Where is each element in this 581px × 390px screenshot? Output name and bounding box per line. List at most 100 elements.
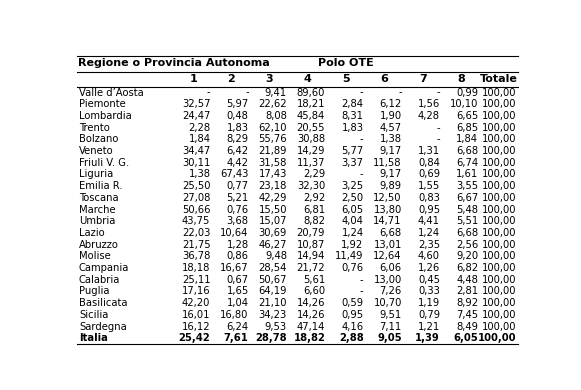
Text: 100,00: 100,00 bbox=[482, 287, 517, 296]
Text: 21,89: 21,89 bbox=[259, 146, 287, 156]
Text: 34,23: 34,23 bbox=[259, 310, 287, 320]
Text: 42,20: 42,20 bbox=[182, 298, 210, 308]
Text: 17,16: 17,16 bbox=[182, 287, 210, 296]
Text: 18,21: 18,21 bbox=[297, 99, 325, 109]
Text: 0,45: 0,45 bbox=[418, 275, 440, 285]
Text: 1,19: 1,19 bbox=[418, 298, 440, 308]
Text: 36,78: 36,78 bbox=[182, 252, 210, 261]
Text: 100,00: 100,00 bbox=[482, 123, 517, 133]
Text: 13,01: 13,01 bbox=[374, 240, 402, 250]
Text: 5,48: 5,48 bbox=[456, 205, 478, 214]
Text: 32,57: 32,57 bbox=[182, 99, 210, 109]
Text: 5,51: 5,51 bbox=[456, 216, 478, 226]
Text: Totale: Totale bbox=[480, 74, 518, 84]
Text: 100,00: 100,00 bbox=[482, 240, 517, 250]
Text: 6,05: 6,05 bbox=[342, 205, 364, 214]
Text: 4: 4 bbox=[304, 74, 312, 84]
Text: 0,95: 0,95 bbox=[418, 205, 440, 214]
Text: 16,67: 16,67 bbox=[220, 263, 249, 273]
Text: 45,84: 45,84 bbox=[297, 111, 325, 121]
Text: -: - bbox=[360, 88, 364, 98]
Text: 8: 8 bbox=[457, 74, 465, 84]
Text: 6,68: 6,68 bbox=[456, 146, 478, 156]
Text: 6,06: 6,06 bbox=[379, 263, 402, 273]
Text: 25,42: 25,42 bbox=[179, 333, 210, 343]
Text: 0,48: 0,48 bbox=[227, 111, 249, 121]
Text: Lazio: Lazio bbox=[79, 228, 105, 238]
Text: 16,01: 16,01 bbox=[182, 310, 210, 320]
Text: 89,60: 89,60 bbox=[297, 88, 325, 98]
Text: 28,78: 28,78 bbox=[255, 333, 287, 343]
Text: 4,04: 4,04 bbox=[342, 216, 364, 226]
Text: Italia: Italia bbox=[79, 333, 108, 343]
Text: 6,68: 6,68 bbox=[379, 228, 402, 238]
Text: 0,84: 0,84 bbox=[418, 158, 440, 168]
Text: -: - bbox=[207, 88, 210, 98]
Text: 8,29: 8,29 bbox=[227, 135, 249, 144]
Text: 2,29: 2,29 bbox=[303, 170, 325, 179]
Text: 0,76: 0,76 bbox=[342, 263, 364, 273]
Text: 7,61: 7,61 bbox=[224, 333, 249, 343]
Text: 1,39: 1,39 bbox=[415, 333, 440, 343]
Text: 0,69: 0,69 bbox=[418, 170, 440, 179]
Text: -: - bbox=[398, 88, 402, 98]
Text: 1,65: 1,65 bbox=[227, 287, 249, 296]
Text: 31,58: 31,58 bbox=[259, 158, 287, 168]
Text: Calabria: Calabria bbox=[79, 275, 120, 285]
Text: 2: 2 bbox=[228, 74, 235, 84]
Text: 1,90: 1,90 bbox=[379, 111, 402, 121]
Text: 32,30: 32,30 bbox=[297, 181, 325, 191]
Text: -: - bbox=[436, 88, 440, 98]
Text: 4,42: 4,42 bbox=[227, 158, 249, 168]
Text: 6,74: 6,74 bbox=[456, 158, 478, 168]
Text: 22,03: 22,03 bbox=[182, 228, 210, 238]
Text: 6,05: 6,05 bbox=[454, 333, 478, 343]
Text: 100,00: 100,00 bbox=[482, 275, 517, 285]
Text: 2,81: 2,81 bbox=[456, 287, 478, 296]
Text: 6,68: 6,68 bbox=[456, 228, 478, 238]
Text: 3: 3 bbox=[266, 74, 274, 84]
Text: Valle d’Aosta: Valle d’Aosta bbox=[79, 88, 144, 98]
Text: 15,50: 15,50 bbox=[259, 205, 287, 214]
Text: 5,77: 5,77 bbox=[341, 146, 364, 156]
Text: 13,80: 13,80 bbox=[374, 205, 402, 214]
Text: 1,26: 1,26 bbox=[418, 263, 440, 273]
Text: 1: 1 bbox=[189, 74, 197, 84]
Text: 7,45: 7,45 bbox=[456, 310, 478, 320]
Text: 9,89: 9,89 bbox=[379, 181, 402, 191]
Text: 14,94: 14,94 bbox=[297, 252, 325, 261]
Text: 0,79: 0,79 bbox=[418, 310, 440, 320]
Text: 6,81: 6,81 bbox=[303, 205, 325, 214]
Text: 18,18: 18,18 bbox=[182, 263, 210, 273]
Text: 100,00: 100,00 bbox=[482, 321, 517, 331]
Text: 9,51: 9,51 bbox=[379, 310, 402, 320]
Text: 0,83: 0,83 bbox=[418, 193, 440, 203]
Text: -: - bbox=[360, 275, 364, 285]
Text: 50,67: 50,67 bbox=[259, 275, 287, 285]
Text: 64,19: 64,19 bbox=[259, 287, 287, 296]
Text: 10,10: 10,10 bbox=[450, 99, 478, 109]
Text: 9,17: 9,17 bbox=[379, 170, 402, 179]
Text: 6,82: 6,82 bbox=[456, 263, 478, 273]
Text: -: - bbox=[360, 287, 364, 296]
Text: 100,00: 100,00 bbox=[482, 99, 517, 109]
Text: 6: 6 bbox=[381, 74, 388, 84]
Text: 30,88: 30,88 bbox=[297, 135, 325, 144]
Text: 0,86: 0,86 bbox=[227, 252, 249, 261]
Text: 62,10: 62,10 bbox=[259, 123, 287, 133]
Text: 9,20: 9,20 bbox=[456, 252, 478, 261]
Text: -: - bbox=[360, 170, 364, 179]
Text: 20,55: 20,55 bbox=[297, 123, 325, 133]
Text: 2,35: 2,35 bbox=[418, 240, 440, 250]
Text: 8,82: 8,82 bbox=[303, 216, 325, 226]
Text: 1,28: 1,28 bbox=[227, 240, 249, 250]
Text: 1,21: 1,21 bbox=[418, 321, 440, 331]
Text: 1,61: 1,61 bbox=[456, 170, 478, 179]
Text: 10,64: 10,64 bbox=[220, 228, 249, 238]
Text: 23,18: 23,18 bbox=[259, 181, 287, 191]
Text: 16,12: 16,12 bbox=[182, 321, 210, 331]
Text: 0,76: 0,76 bbox=[227, 205, 249, 214]
Text: 11,49: 11,49 bbox=[335, 252, 364, 261]
Text: 3,37: 3,37 bbox=[342, 158, 364, 168]
Text: 27,08: 27,08 bbox=[182, 193, 210, 203]
